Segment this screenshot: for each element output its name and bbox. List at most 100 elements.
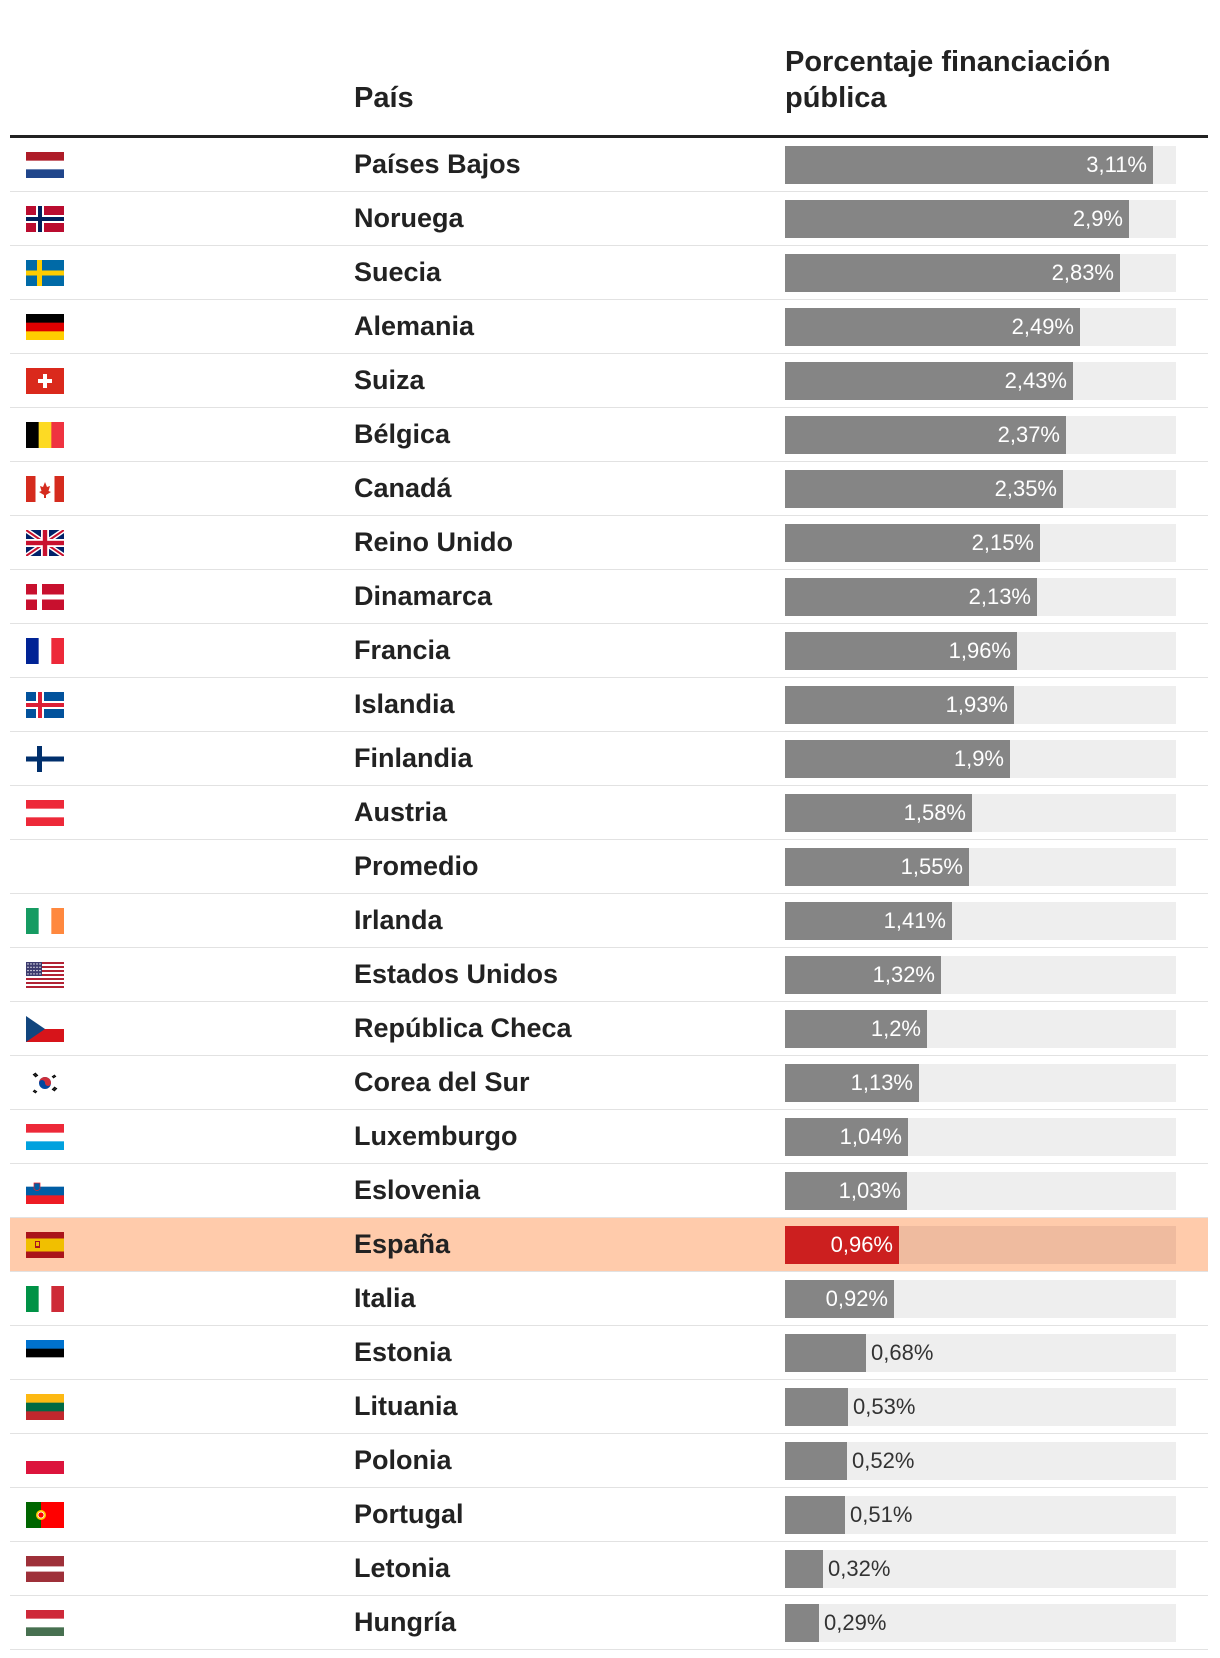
table-row-corea-del-sur: Corea del Sur 1,13% — [10, 1056, 1208, 1110]
bar — [785, 1550, 823, 1588]
bar-track: 1,9% — [785, 740, 1176, 778]
country-name: Letonia — [354, 1553, 451, 1583]
bar-track: 2,37% — [785, 416, 1176, 454]
table-row-dinamarca: Dinamarca 2,13% — [10, 570, 1208, 624]
bar — [785, 794, 972, 832]
slovenia-flag — [26, 1178, 64, 1204]
country-name: Luxemburgo — [354, 1121, 518, 1151]
bar-track: 2,35% — [785, 470, 1176, 508]
table-row-eslovenia: Eslovenia 1,03% — [10, 1164, 1208, 1218]
data-label: 0,92% — [825, 1286, 888, 1311]
austria-flag — [26, 800, 64, 826]
bar — [785, 254, 1120, 292]
country-name: Estados Unidos — [354, 959, 559, 989]
bar — [785, 1442, 847, 1480]
data-label: 2,83% — [1051, 260, 1114, 285]
table-row-polonia: Polonia 0,52% — [10, 1434, 1208, 1488]
bar — [785, 146, 1153, 184]
luxembourg-flag — [26, 1124, 64, 1150]
table-row-estados-unidos: Estados Unidos 1,32% — [10, 948, 1208, 1002]
canada-flag — [26, 476, 64, 502]
table-row-paises-bajos: Países Bajos 3,11% — [10, 138, 1208, 192]
germany-flag — [26, 314, 64, 340]
data-label: 2,43% — [1004, 368, 1067, 393]
bar — [785, 632, 1017, 670]
country-name: Alemania — [354, 311, 475, 341]
italy-flag — [26, 1286, 64, 1312]
bar — [785, 1334, 866, 1372]
data-label: 1,41% — [883, 908, 946, 933]
bar — [785, 1496, 845, 1534]
table-row-hungria: Hungría 0,29% — [10, 1596, 1208, 1650]
table-row-reino-unido: Reino Unido 2,15% — [10, 516, 1208, 570]
country-name: Reino Unido — [354, 527, 513, 557]
data-label: 2,37% — [997, 422, 1060, 447]
country-name: Finlandia — [354, 743, 473, 773]
data-label: 1,04% — [839, 1124, 902, 1149]
data-label: 0,52% — [852, 1448, 915, 1473]
bar-track: 0,32% — [785, 1550, 1176, 1588]
belgium-flag — [26, 422, 64, 448]
data-label: 2,9% — [1072, 206, 1123, 231]
table-row-islandia: Islandia 1,93% — [10, 678, 1208, 732]
table-row-finlandia: Finlandia 1,9% — [10, 732, 1208, 786]
bar — [785, 578, 1037, 616]
country-name: Corea del Sur — [354, 1067, 530, 1097]
data-label: 0,68% — [871, 1340, 934, 1365]
bar-track: 0,92% — [785, 1280, 1176, 1318]
bar — [785, 308, 1080, 346]
bar-track: 1,13% — [785, 1064, 1176, 1102]
bar-track: 0,53% — [785, 1388, 1176, 1426]
bar-track: 2,13% — [785, 578, 1176, 616]
bar — [785, 200, 1129, 238]
data-label: 1,93% — [945, 692, 1008, 717]
table-body: Países Bajos 3,11% Noruega 2,9% Suecia 2,83% A… — [10, 138, 1208, 1650]
country-name: Bélgica — [354, 419, 451, 449]
country-name: Francia — [354, 635, 451, 665]
table-row-canada: Canadá 2,35% — [10, 462, 1208, 516]
country-name: Hungría — [354, 1607, 457, 1637]
bar-track: 1,04% — [785, 1118, 1176, 1156]
bar-track: 1,32% — [785, 956, 1176, 994]
country-name: Italia — [354, 1283, 416, 1313]
table-row-belgica: Bélgica 2,37% — [10, 408, 1208, 462]
table-row-luxemburgo: Luxemburgo 1,04% — [10, 1110, 1208, 1164]
bar-track: 1,41% — [785, 902, 1176, 940]
table-row-letonia: Letonia 0,32% — [10, 1542, 1208, 1596]
hungary-flag — [26, 1610, 64, 1636]
percentage-column-header: Porcentaje financiación pública — [785, 46, 1111, 114]
bar — [785, 848, 969, 886]
table-row-italia: Italia 0,92% — [10, 1272, 1208, 1326]
data-label: 1,13% — [850, 1070, 913, 1095]
bar — [785, 1172, 907, 1210]
bar-track: 0,68% — [785, 1334, 1176, 1372]
bar — [785, 362, 1073, 400]
bar-track: 0,52% — [785, 1442, 1176, 1480]
table-row-suiza: Suiza 2,43% — [10, 354, 1208, 408]
united-states-flag — [26, 962, 64, 988]
norway-flag — [26, 206, 64, 232]
country-name: Austria — [354, 797, 448, 827]
data-label: 1,55% — [900, 854, 963, 879]
country-name: Países Bajos — [354, 149, 521, 179]
bar — [785, 1388, 848, 1426]
country-name: República Checa — [354, 1013, 572, 1043]
ranking-table: País Porcentaje financiación pública Paí… — [10, 0, 1208, 1650]
bar — [785, 686, 1014, 724]
country-name: Portugal — [354, 1499, 464, 1529]
country-name: Irlanda — [354, 905, 443, 935]
country-name: Polonia — [354, 1445, 452, 1475]
bar-track: 0,96% — [785, 1226, 1176, 1264]
data-label: 3,11% — [1086, 152, 1147, 177]
bar-track: 0,29% — [785, 1604, 1176, 1642]
bar — [785, 956, 941, 994]
bar — [785, 740, 1010, 778]
switzerland-flag — [26, 368, 64, 394]
bar-track: 2,49% — [785, 308, 1176, 346]
country-column-header: País — [354, 82, 414, 114]
bar-track: 1,58% — [785, 794, 1176, 832]
bar-track: 1,55% — [785, 848, 1176, 886]
bar-track: 3,11% — [785, 146, 1176, 184]
data-label: 1,32% — [872, 962, 935, 987]
bar — [785, 1226, 899, 1264]
